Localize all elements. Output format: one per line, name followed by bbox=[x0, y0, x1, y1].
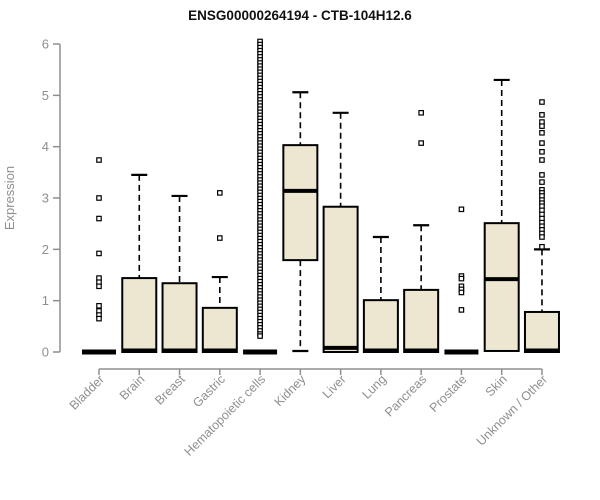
box-skin bbox=[483, 222, 520, 352]
outlier-point-unknown-other bbox=[539, 243, 545, 250]
box-lung bbox=[362, 299, 399, 354]
box-liver bbox=[322, 205, 359, 353]
boxplot-kidney bbox=[282, 91, 319, 353]
boxplot-brain bbox=[121, 173, 158, 354]
outlier-point-bladder bbox=[96, 157, 102, 163]
y-tick-label-5: 5 bbox=[42, 88, 49, 103]
y-tick-label-6: 6 bbox=[42, 37, 49, 52]
outlier-point-unknown-other bbox=[539, 179, 545, 185]
outlier-point-prostate bbox=[458, 206, 465, 213]
y-axis-label: Expression bbox=[2, 166, 17, 230]
x-tick-label-prostate: Prostate bbox=[427, 372, 470, 415]
boxplot-bladder bbox=[82, 157, 116, 355]
boxplot-prostate bbox=[444, 206, 479, 355]
outlier-point-unknown-other bbox=[539, 130, 545, 136]
outlier-point-bladder bbox=[96, 195, 102, 201]
box-brain bbox=[121, 277, 158, 354]
x-tick-label-pancreas: Pancreas bbox=[382, 372, 429, 419]
x-tick-label-lung: Lung bbox=[359, 372, 389, 402]
x-tick-label-liver: Liver bbox=[320, 372, 349, 401]
y-tick-label-4: 4 bbox=[42, 139, 49, 154]
outlier-point-unknown-other bbox=[539, 99, 545, 105]
flat-box-hematopoietic-cells bbox=[243, 349, 278, 355]
box-breast bbox=[161, 282, 198, 354]
box-unknown-other bbox=[523, 310, 560, 353]
x-tick-label-brain: Brain bbox=[117, 372, 148, 403]
outlier-point-pancreas bbox=[418, 110, 424, 116]
outlier-point-prostate bbox=[458, 307, 465, 313]
box-gastric bbox=[201, 306, 238, 353]
box-kidney bbox=[282, 144, 319, 262]
box-pancreas bbox=[403, 288, 440, 353]
outlier-point-unknown-other bbox=[539, 123, 545, 129]
outlier-point-prostate bbox=[458, 275, 465, 282]
flat-box-bladder bbox=[82, 349, 116, 355]
x-tick-label-kidney: Kidney bbox=[272, 372, 309, 409]
boxplot-hematopoietic-cells bbox=[243, 38, 278, 355]
y-tick-label-3: 3 bbox=[42, 191, 49, 206]
y-tick-label-2: 2 bbox=[42, 242, 49, 257]
flat-box-prostate bbox=[444, 349, 479, 355]
outlier-point-unknown-other bbox=[539, 157, 545, 163]
outlier-point-hematopoietic-cells bbox=[257, 333, 263, 339]
x-tick-label-bladder: Bladder bbox=[67, 372, 107, 412]
boxplot-unknown-other bbox=[523, 99, 560, 353]
boxplot-skin bbox=[483, 78, 520, 352]
outlier-point-gastric bbox=[217, 235, 223, 241]
y-tick-label-1: 1 bbox=[42, 293, 49, 308]
outlier-point-bladder bbox=[96, 215, 102, 222]
outlier-point-unknown-other bbox=[539, 172, 545, 178]
outlier-point-gastric bbox=[217, 190, 223, 196]
x-tick-label-skin: Skin bbox=[483, 372, 510, 399]
outlier-point-bladder bbox=[96, 303, 102, 309]
x-tick-label-gastric: Gastric bbox=[190, 372, 228, 410]
outlier-point-bladder bbox=[96, 283, 102, 290]
outlier-point-unknown-other bbox=[539, 149, 545, 155]
plot-area bbox=[82, 38, 560, 355]
outlier-point-unknown-other bbox=[539, 112, 545, 118]
y-tick-label-0: 0 bbox=[42, 345, 49, 360]
x-tick-label-breast: Breast bbox=[152, 372, 188, 408]
boxplot-gastric bbox=[201, 190, 238, 353]
outlier-point-pancreas bbox=[418, 140, 424, 146]
boxplot-liver bbox=[322, 111, 359, 353]
outlier-point-prostate bbox=[458, 289, 465, 296]
outlier-point-unknown-other bbox=[539, 234, 545, 240]
boxplot-pancreas bbox=[403, 110, 440, 353]
chart-title: ENSG00000264194 - CTB-104H12.6 bbox=[188, 8, 412, 23]
boxplot-breast bbox=[161, 194, 198, 354]
x-tick-label-hematopoietic-cells: Hematopoietic cells bbox=[182, 372, 269, 459]
boxplot-lung bbox=[362, 235, 399, 354]
outlier-point-bladder bbox=[96, 250, 102, 257]
outlier-point-bladder bbox=[96, 315, 102, 322]
outlier-point-unknown-other bbox=[539, 140, 545, 146]
x-tick-label-unknown-other: Unknown / Other bbox=[474, 372, 550, 448]
